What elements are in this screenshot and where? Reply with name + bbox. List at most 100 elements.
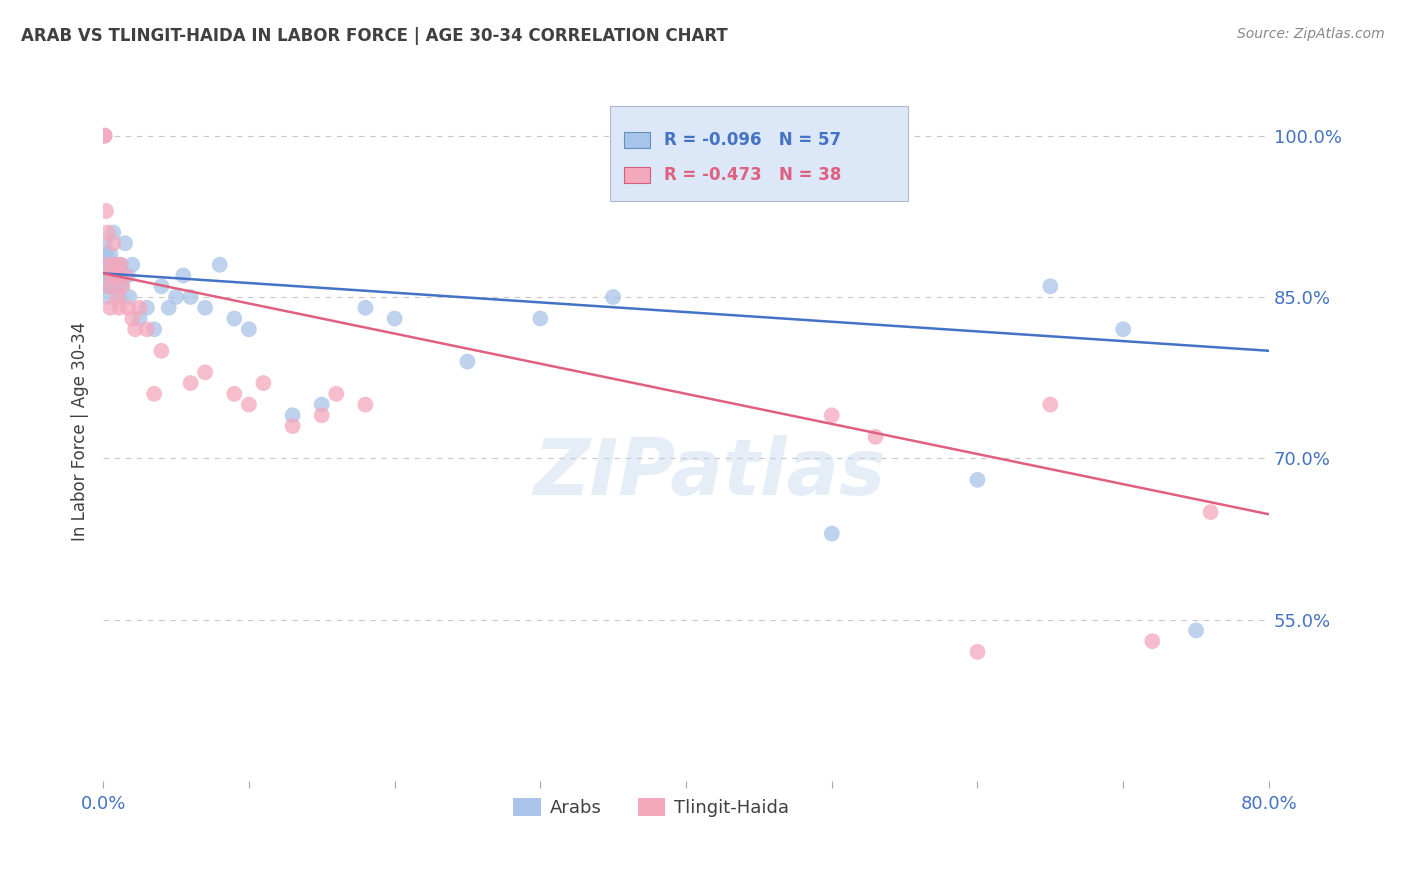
Point [107,279,129,293]
Point [135,301,157,315]
Point [124,322,146,336]
Point [1185,624,1208,638]
Point [101,268,124,283]
Point [100,268,122,283]
Point [128,311,150,326]
Point [281,409,304,423]
Text: R = -0.473   N = 38: R = -0.473 N = 38 [664,166,841,184]
Point [529,311,551,326]
Point [180,290,202,304]
Point [97,279,120,293]
Point [1199,505,1222,519]
Point [110,258,132,272]
Point [121,311,143,326]
Point [94,258,117,272]
Point [105,258,128,272]
Point [311,409,333,423]
Point [97,279,120,293]
Point [128,301,150,315]
Point [93,247,115,261]
Point [966,645,988,659]
Point [94,204,117,219]
Point [94,268,117,283]
Point [238,398,260,412]
Point [821,526,844,541]
Point [208,258,231,272]
Point [103,226,125,240]
Point [865,430,887,444]
Point [1039,279,1062,293]
Point [111,279,134,293]
Point [1039,398,1062,412]
Point [108,301,131,315]
Point [165,290,187,304]
Point [966,473,988,487]
Point [93,128,115,143]
Point [194,365,217,379]
Point [107,290,129,304]
Point [101,279,124,293]
Point [117,301,139,315]
Point [101,258,124,272]
Point [1142,634,1164,648]
Point [96,226,118,240]
Point [135,322,157,336]
Point [117,268,139,283]
Point [821,409,844,423]
Point [354,398,377,412]
Point [110,258,132,272]
Point [96,268,118,283]
Point [104,268,127,283]
Point [114,268,136,283]
Point [602,290,624,304]
Legend: Arabs, Tlingit-Haida: Arabs, Tlingit-Haida [506,790,796,824]
Point [118,290,141,304]
Point [100,301,122,315]
Point [108,290,131,304]
Point [93,128,115,143]
Point [143,322,166,336]
Point [111,279,134,293]
Point [94,268,117,283]
FancyBboxPatch shape [624,167,650,183]
Text: R = -0.096   N = 57: R = -0.096 N = 57 [664,131,841,149]
Point [252,376,274,390]
Point [150,279,173,293]
Point [94,247,117,261]
Point [143,386,166,401]
Point [96,290,118,304]
Point [93,268,115,283]
Y-axis label: In Labor Force | Age 30-34: In Labor Force | Age 30-34 [72,322,89,541]
Text: Source: ZipAtlas.com: Source: ZipAtlas.com [1237,27,1385,41]
Point [93,258,115,272]
Point [325,386,347,401]
Point [456,354,478,368]
Point [96,279,118,293]
Point [100,247,122,261]
Point [194,301,217,315]
Point [105,268,128,283]
Point [121,258,143,272]
Point [103,236,125,251]
Point [107,268,129,283]
Point [224,386,246,401]
Point [224,311,246,326]
Point [281,419,304,434]
Point [96,258,118,272]
Point [354,301,377,315]
Point [311,398,333,412]
Point [157,301,180,315]
Point [104,279,127,293]
Point [93,236,115,251]
Point [93,279,115,293]
FancyBboxPatch shape [624,132,650,147]
Point [97,258,120,272]
FancyBboxPatch shape [610,106,907,201]
Point [97,268,120,283]
Point [150,343,173,358]
Point [238,322,260,336]
Point [114,236,136,251]
Text: ZIPatlas: ZIPatlas [533,435,886,511]
Point [94,279,117,293]
Point [104,258,127,272]
